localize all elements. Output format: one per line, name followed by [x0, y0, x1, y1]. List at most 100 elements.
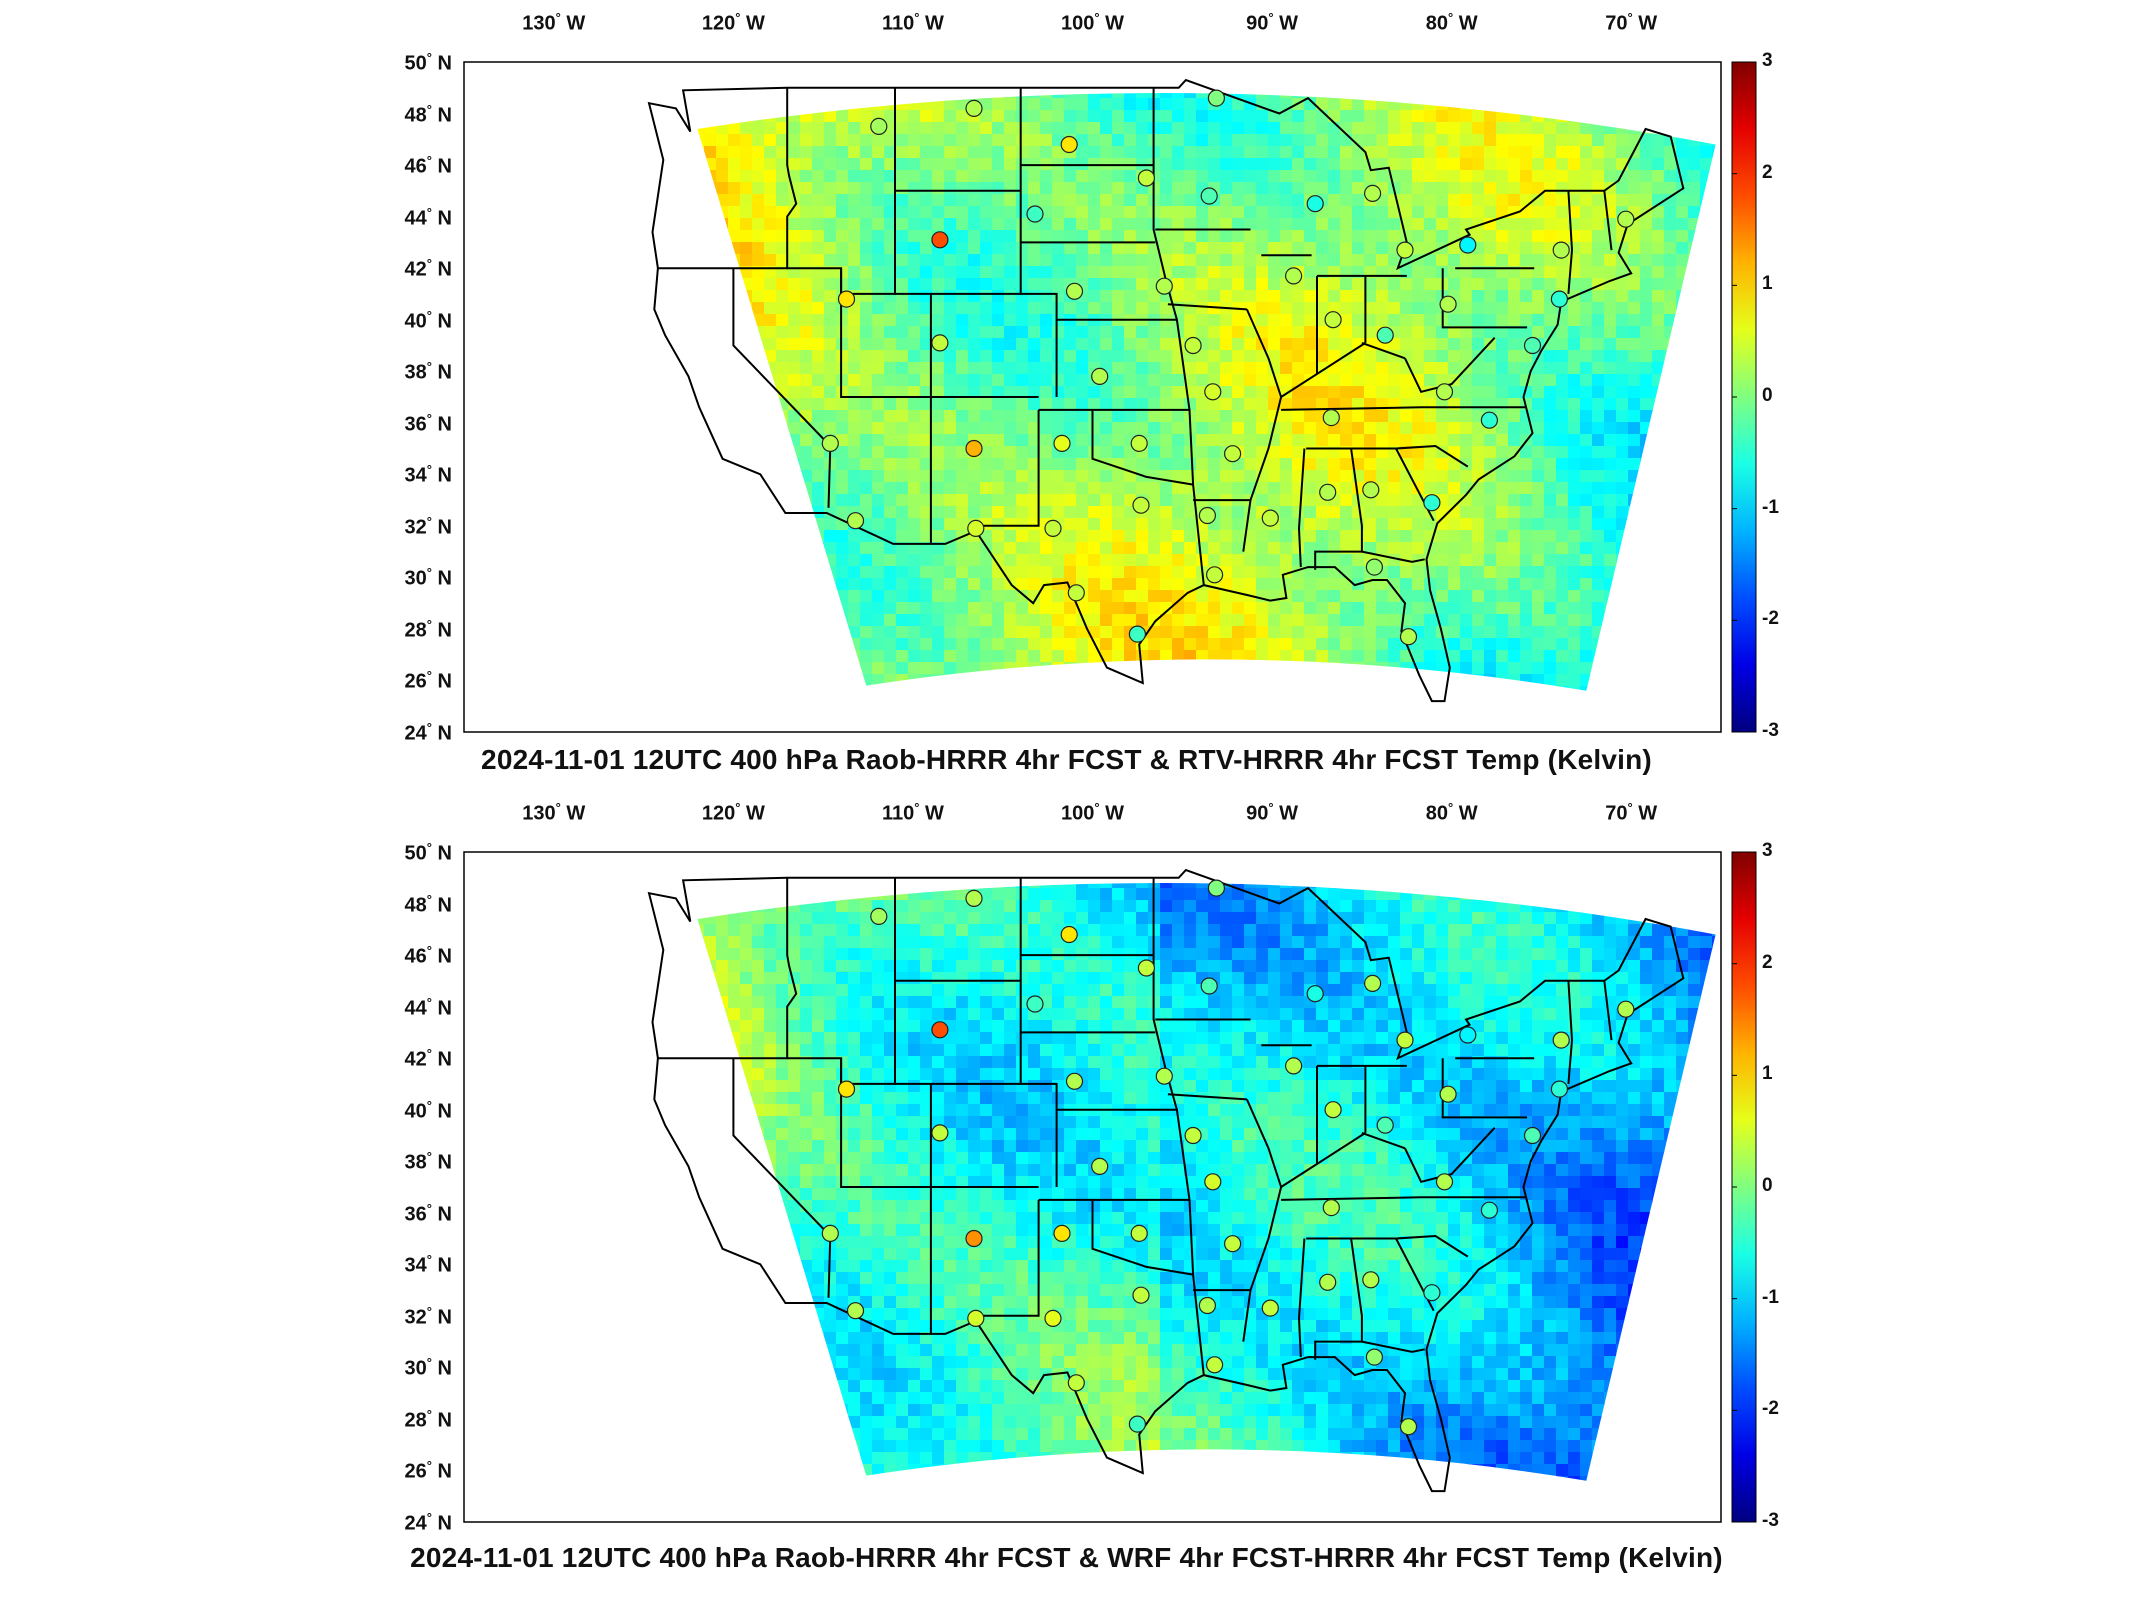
raob-station-marker: [1137, 959, 1156, 977]
raob-station-marker: [1200, 187, 1218, 205]
raob-station-marker: [870, 907, 888, 926]
raob-station-marker: [1319, 483, 1337, 501]
colorbar-tick-label: -1: [1762, 496, 1779, 518]
raob-station-marker: [1284, 1057, 1303, 1075]
longitude-tick-label: 120° W: [701, 800, 765, 825]
raob-station-marker: [965, 1229, 983, 1248]
state-border-line: [1281, 1196, 1526, 1201]
latitude-tick-label: 48° N: [404, 891, 452, 917]
latitude-tick-label: 32° N: [404, 513, 452, 539]
raob-station-marker: [1026, 995, 1044, 1013]
latitude-tick-label: 30° N: [404, 565, 452, 591]
longitude-tick-label: 100° W: [1060, 10, 1125, 35]
raob-station-marker: [1362, 481, 1380, 499]
colorbar-tick-label: -2: [1762, 608, 1779, 630]
colorbar-tick-label: 2: [1762, 951, 1773, 973]
colorbar-tick-label: 3: [1762, 50, 1773, 71]
latitude-tick-label: 42° N: [404, 256, 452, 281]
latitude-tick-label: 28° N: [404, 1406, 452, 1432]
raob-station-marker: [1053, 434, 1071, 452]
longitude-tick-label: 130° W: [522, 10, 586, 35]
raob-station-marker: [1396, 241, 1414, 259]
latitude-tick-label: 24° N: [404, 1510, 452, 1535]
latitude-tick-label: 24° N: [404, 720, 452, 745]
colorbar-tick-label: 3: [1762, 840, 1773, 861]
state-border-line: [1167, 303, 1247, 311]
raob-station-marker: [870, 117, 888, 136]
map-frame: [463, 851, 1722, 1523]
raob-station-marker: [1480, 411, 1499, 429]
raob-station-marker: [1128, 625, 1147, 643]
colorbar-tick-label: 1: [1762, 273, 1773, 295]
longitude-tick-label: 90° W: [1246, 800, 1299, 825]
raob-station-marker: [1550, 1080, 1569, 1098]
raob-station-marker: [1396, 1031, 1414, 1049]
latitude-tick-label: 34° N: [404, 1252, 452, 1277]
state-border-line: [1361, 1340, 1425, 1353]
bottom-map-panel: 2024-11-01 12UTC 400 hPa Raob-HRRR 4hr F…: [0, 790, 2133, 1600]
longitude-tick-label: 70° W: [1605, 800, 1658, 825]
longitude-tick-label: 90° W: [1246, 10, 1299, 35]
longitude-tick-label: 80° W: [1425, 10, 1478, 35]
temperature-difference-field: [697, 93, 1716, 691]
temperature-difference-field: [697, 883, 1716, 1481]
state-border-line: [1603, 190, 1613, 251]
state-border-line: [1091, 1199, 1194, 1276]
us-outline: [647, 78, 1685, 703]
raob-station-marker: [1617, 210, 1635, 228]
raob-station-marker: [1044, 1309, 1062, 1328]
longitude-tick-label: 120° W: [701, 10, 765, 35]
longitude-tick-label: 110° W: [881, 800, 944, 825]
latitude-tick-label: 40° N: [404, 1097, 452, 1123]
raob-station-marker: [1363, 974, 1382, 992]
raob-station-marker: [1132, 496, 1150, 514]
raob-station-marker: [1439, 295, 1457, 313]
latitude-tick-label: 28° N: [404, 616, 452, 642]
longitude-tick-label: 80° W: [1425, 800, 1478, 825]
state-border-line: [1242, 1098, 1283, 1342]
state-border-line: [732, 268, 832, 508]
raob-station-marker: [1091, 367, 1109, 385]
raob-station-marker: [837, 1080, 856, 1098]
raob-station-marker: [1376, 326, 1394, 344]
raob-station-marker: [1480, 1201, 1499, 1219]
raob-station-marker: [1067, 1374, 1085, 1392]
latitude-tick-label: 38° N: [404, 1149, 452, 1174]
raob-station-marker: [931, 1124, 949, 1142]
raob-station-marker: [1184, 1126, 1202, 1145]
raob-station-marker: [1261, 1299, 1279, 1317]
raob-station-marker: [1130, 1224, 1148, 1242]
raob-stations: [821, 879, 1635, 1436]
latitude-tick-label: 40° N: [404, 307, 452, 333]
raob-station-marker: [1223, 1235, 1242, 1253]
latitude-tick-label: 44° N: [404, 204, 452, 230]
state-border-line: [732, 1058, 832, 1298]
state-border-line: [1242, 308, 1283, 552]
raob-station-marker: [931, 334, 949, 352]
state-border-line: [1281, 406, 1526, 411]
raob-station-marker: [1399, 628, 1418, 646]
longitude-tick-label: 70° W: [1605, 10, 1658, 35]
raob-station-marker: [1459, 236, 1477, 254]
map-frame: [463, 61, 1722, 733]
raob-station-marker: [1205, 1356, 1224, 1374]
state-border-line: [1361, 550, 1425, 563]
raob-station-marker: [1362, 1271, 1380, 1289]
state-border-line: [1152, 877, 1205, 1376]
raob-station-marker: [1306, 195, 1324, 213]
raob-station-marker: [837, 290, 856, 308]
raob-station-marker: [1324, 1101, 1342, 1119]
latitude-tick-label: 46° N: [404, 153, 452, 178]
state-border-line: [1280, 1132, 1366, 1188]
latitude-tick-label: 46° N: [404, 943, 452, 968]
raob-station-marker: [1552, 1031, 1570, 1049]
latitude-tick-label: 36° N: [404, 410, 452, 436]
latitude-tick-label: 34° N: [404, 462, 452, 487]
raob-station-marker: [1207, 89, 1226, 107]
raob-station-marker: [1523, 1126, 1542, 1145]
top-map-figure: [463, 61, 1757, 733]
raob-station-marker: [1423, 1284, 1441, 1302]
raob-station-marker: [1198, 506, 1217, 525]
longitude-tick-label: 100° W: [1060, 800, 1125, 825]
state-borders: [647, 868, 1685, 1493]
